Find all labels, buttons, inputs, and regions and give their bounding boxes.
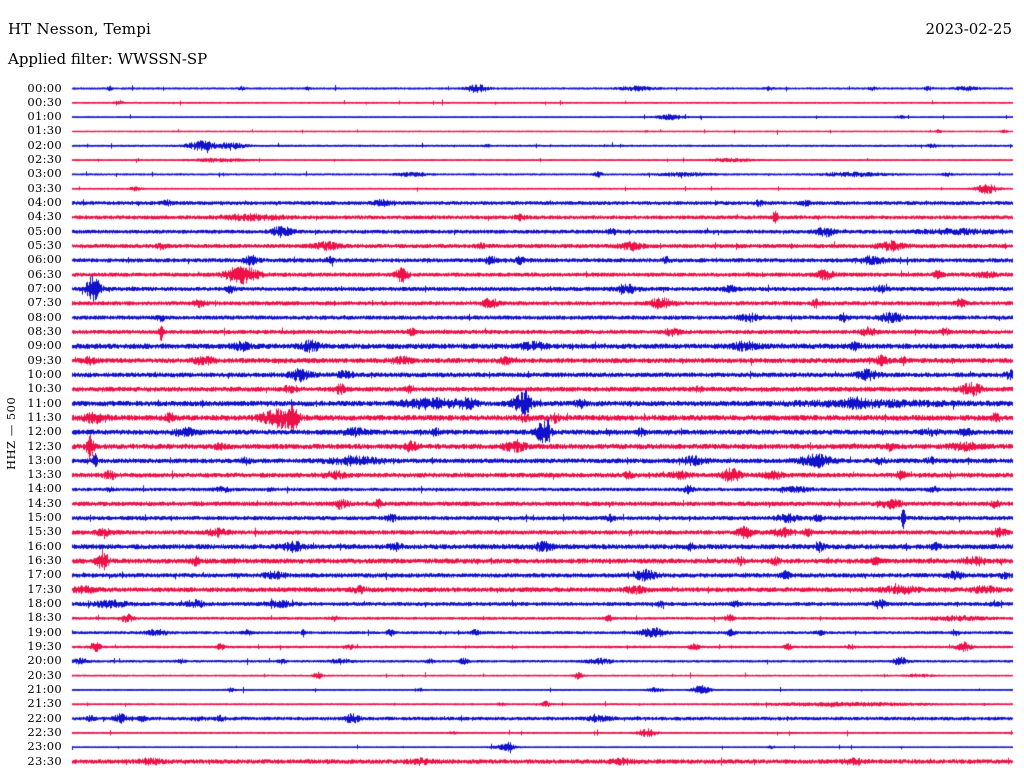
helicorder-view: HT Nesson, Tempi 2023-02-25 Applied filt… xyxy=(0,0,1024,780)
seismogram-traces-canvas xyxy=(0,0,1024,780)
